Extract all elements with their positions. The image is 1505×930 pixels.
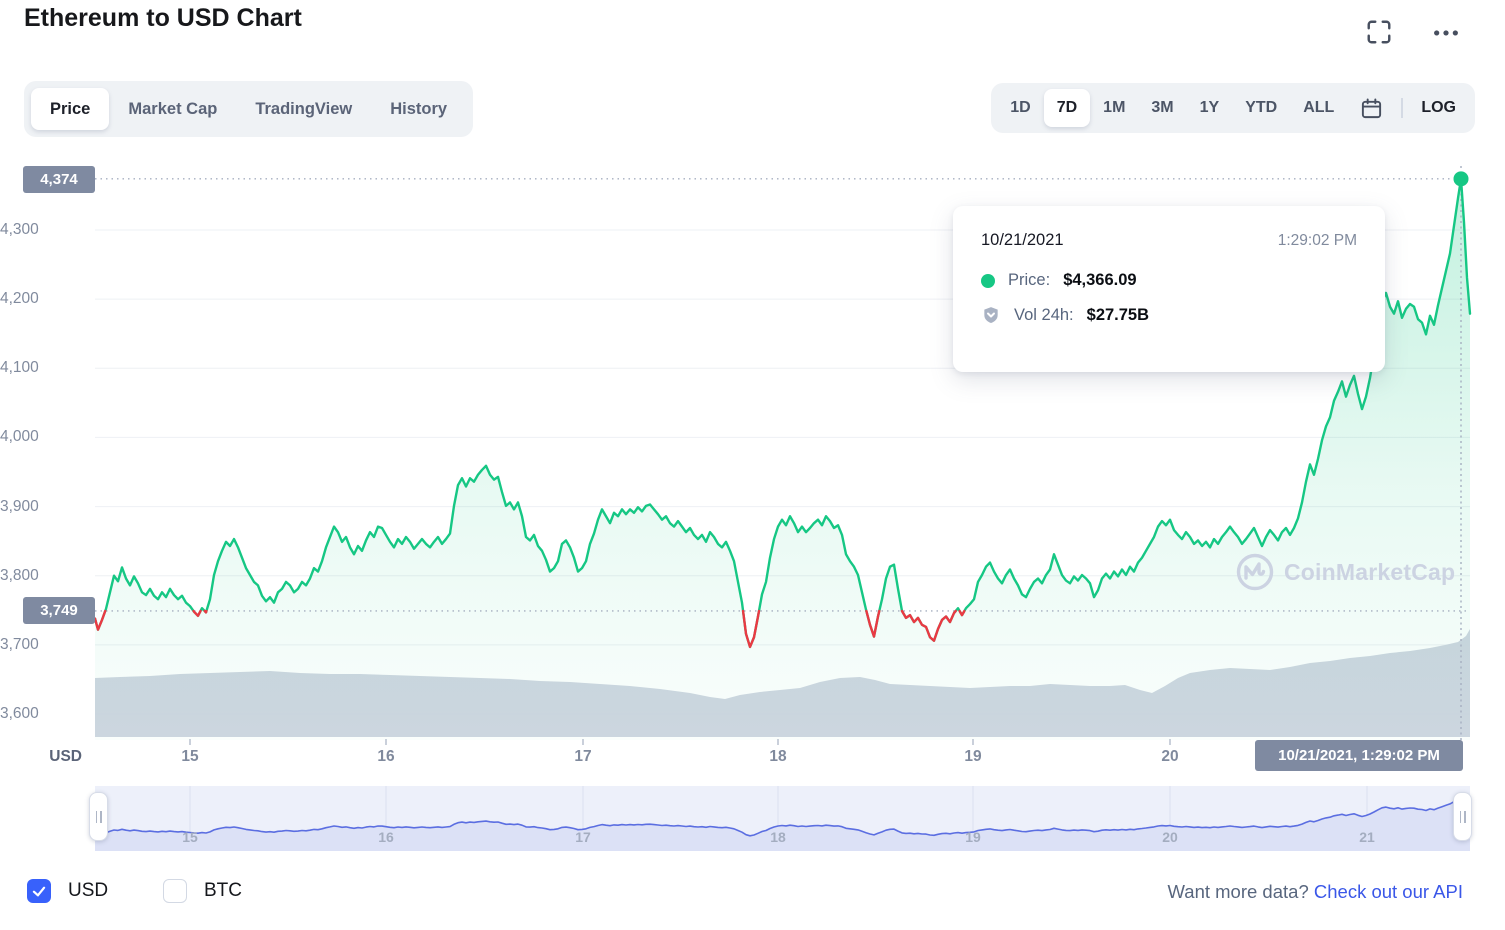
navigator-left-handle[interactable] bbox=[89, 792, 108, 841]
x-tick-20: 20 bbox=[1161, 748, 1179, 765]
toolbar-divider bbox=[1401, 98, 1404, 118]
tab-market-cap[interactable]: Market Cap bbox=[128, 99, 218, 118]
api-promo-text: Want more data? bbox=[1167, 881, 1309, 902]
tooltip-date: 10/21/2021 bbox=[981, 231, 1064, 249]
volume-shield-icon bbox=[984, 307, 998, 323]
range-all[interactable]: ALL bbox=[1303, 99, 1335, 116]
calendar-icon bbox=[1362, 97, 1382, 118]
y-axis-open-badge: 3,749 bbox=[23, 597, 95, 624]
y-tick-4000: 4,000 bbox=[0, 428, 39, 446]
tab-history[interactable]: History bbox=[390, 99, 448, 118]
y-tick-4100: 4,100 bbox=[0, 359, 39, 377]
range-ytd[interactable]: YTD bbox=[1245, 99, 1278, 116]
tooltip-volume-label: Vol 24h: bbox=[1014, 305, 1074, 324]
range-1y[interactable]: 1Y bbox=[1199, 99, 1220, 116]
y-tick-3900: 3,900 bbox=[0, 497, 39, 515]
coinmarketcap-logo-icon bbox=[1236, 553, 1274, 591]
fullscreen-button[interactable] bbox=[1361, 14, 1397, 50]
nav-tick-15: 15 bbox=[182, 829, 198, 845]
tooltip-volume-value: $27.75B bbox=[1086, 305, 1150, 324]
nav-tick-21: 21 bbox=[1359, 829, 1375, 845]
x-axis-current-badge: 10/21/2021, 1:29:02 PM bbox=[1255, 740, 1463, 771]
y-axis-max-badge: 4,374 bbox=[23, 166, 95, 193]
tooltip-price-label: Price: bbox=[1008, 271, 1051, 289]
header-actions bbox=[1361, 14, 1465, 50]
range-1d[interactable]: 1D bbox=[1010, 99, 1031, 116]
fullscreen-icon bbox=[1367, 20, 1391, 44]
usd-checkbox[interactable] bbox=[27, 879, 51, 903]
range-1m[interactable]: 1M bbox=[1103, 99, 1126, 116]
price-series-dot-icon bbox=[981, 273, 995, 288]
chart-tooltip: 10/21/2021 1:29:02 PM Price: $4,366.09 V… bbox=[953, 206, 1385, 372]
btc-toggle-label: BTC bbox=[204, 880, 242, 901]
y-tick-3800: 3,800 bbox=[0, 566, 39, 584]
nav-tick-18: 18 bbox=[770, 829, 786, 845]
navigator-right-handle[interactable] bbox=[1453, 792, 1472, 841]
nav-tick-19: 19 bbox=[965, 829, 981, 845]
nav-tick-17: 17 bbox=[575, 829, 591, 845]
tab-price[interactable]: Price bbox=[31, 88, 110, 130]
x-tick-19: 19 bbox=[964, 748, 982, 765]
y-axis-currency-label: USD bbox=[49, 748, 82, 765]
y-tick-4200: 4,200 bbox=[0, 290, 39, 308]
y-tick-3600: 3,600 bbox=[0, 705, 39, 722]
ellipsis-icon bbox=[1434, 30, 1458, 36]
chart-type-tabs: Price Market Cap TradingView History bbox=[24, 81, 474, 137]
page-title: Ethereum to USD Chart bbox=[24, 4, 302, 32]
tab-tradingview[interactable]: TradingView bbox=[255, 99, 353, 118]
y-tick-4300: 4,300 bbox=[0, 221, 39, 238]
range-3m[interactable]: 3M bbox=[1151, 99, 1174, 116]
usd-toggle-label: USD bbox=[68, 880, 109, 901]
btc-checkbox[interactable] bbox=[163, 879, 187, 903]
tooltip-price-value: $4,366.09 bbox=[1063, 271, 1137, 289]
range-tabs: 1D 7D 1M 3M 1Y YTD ALL LOG bbox=[991, 83, 1475, 133]
tooltip-time: 1:29:02 PM bbox=[1277, 232, 1357, 249]
nav-tick-20: 20 bbox=[1162, 829, 1178, 845]
y-tick-3700: 3,700 bbox=[0, 635, 39, 653]
api-link[interactable]: Check out our API bbox=[1313, 881, 1463, 902]
x-tick-15: 15 bbox=[181, 748, 199, 765]
watermark-text: CoinMarketCap bbox=[1284, 558, 1456, 585]
nav-tick-16: 16 bbox=[378, 829, 394, 845]
log-scale-toggle[interactable]: LOG bbox=[1421, 99, 1456, 116]
checkmark-icon bbox=[32, 886, 46, 897]
api-promo: Want more data? Check out our API bbox=[1168, 881, 1463, 903]
x-tick-18: 18 bbox=[769, 748, 787, 765]
x-tick-17: 17 bbox=[574, 748, 592, 765]
range-7d[interactable]: 7D bbox=[1043, 89, 1091, 127]
coinmarketcap-watermark: CoinMarketCap bbox=[1234, 551, 1455, 593]
date-range-calendar-button[interactable] bbox=[1347, 89, 1396, 127]
x-tick-16: 16 bbox=[377, 748, 395, 765]
more-options-button[interactable] bbox=[1427, 14, 1465, 50]
